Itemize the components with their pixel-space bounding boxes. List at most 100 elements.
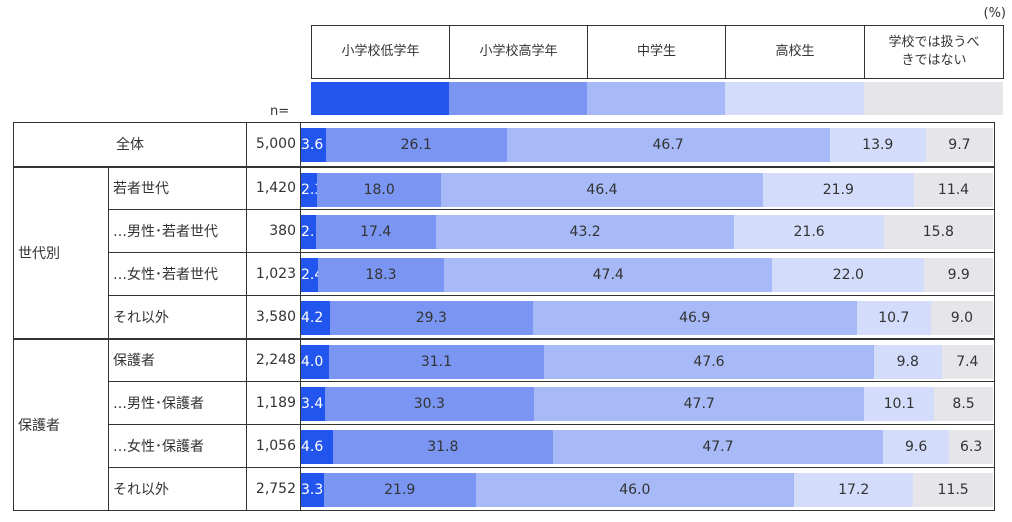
data-label: 43.2 xyxy=(569,224,601,240)
data-label: 4.2 xyxy=(301,310,324,326)
data-label: 18.3 xyxy=(365,267,397,283)
bar-segment-3: 9.6 xyxy=(882,430,950,464)
stacked-bar: 3.6 26.1 46.7 13.9 9.7 xyxy=(301,128,993,162)
bar-segment-2: 46.9 xyxy=(532,301,857,335)
bar-segment-3: 10.7 xyxy=(856,301,931,335)
legend-label-1: 小学校高学年 xyxy=(479,44,558,59)
bar-segment-0: 4.0 xyxy=(301,344,329,379)
legend-item-3: 高校生 xyxy=(725,25,865,79)
data-label: 26.1 xyxy=(400,137,432,153)
bar-segment-4: 9.7 xyxy=(925,128,993,162)
bar-segment-3: 21.6 xyxy=(734,215,884,249)
data-label: 13.9 xyxy=(862,137,894,153)
bar-segment-4: 11.5 xyxy=(913,473,993,507)
bar-cell: 2.1 17.4 43.2 21.6 15.8 xyxy=(300,209,995,253)
bar-segment-3: 9.8 xyxy=(873,344,942,379)
table-row: …女性･若者世代 1,023 2.4 18.3 47.4 22.0 9.9 xyxy=(14,252,995,296)
row-label: …女性･若者世代 xyxy=(108,252,247,296)
stacked-bar: 4.2 29.3 46.9 10.7 9.0 xyxy=(301,301,993,335)
data-label: 21.9 xyxy=(384,482,416,498)
bar-segment-0: 2.3 xyxy=(301,172,323,207)
data-label: 46.9 xyxy=(679,310,711,326)
data-label: 17.2 xyxy=(838,482,870,498)
data-label: 3.4 xyxy=(301,396,324,412)
bar-segment-2: 46.7 xyxy=(506,128,830,162)
legend-label-3: 高校生 xyxy=(775,44,815,59)
bar-segment-2: 46.4 xyxy=(441,172,763,207)
bar-segment-1: 30.3 xyxy=(324,387,535,421)
bar-segment-2: 47.4 xyxy=(444,258,773,292)
data-label: 9.0 xyxy=(950,310,973,326)
stacked-bar: 3.4 30.3 47.7 10.1 8.5 xyxy=(301,387,993,421)
bar-segment-3: 10.1 xyxy=(864,387,935,421)
bar-segment-1: 31.1 xyxy=(328,344,545,379)
bar-segment-4: 8.5 xyxy=(934,387,993,421)
bar-cell: 3.4 30.3 47.7 10.1 8.5 xyxy=(300,381,995,425)
bar-segment-2: 46.0 xyxy=(475,473,795,507)
data-label: 8.5 xyxy=(952,396,975,412)
bar-cell: 2.4 18.3 47.4 22.0 9.9 xyxy=(300,252,995,296)
data-label: 9.8 xyxy=(896,353,919,370)
bar-segment-3: 13.9 xyxy=(829,128,926,162)
data-label: 46.4 xyxy=(586,181,618,198)
bar-segment-0: 2.4 xyxy=(301,258,323,292)
stacked-bar: 2.1 17.4 43.2 21.6 15.8 xyxy=(301,215,993,249)
bar-cell: 4.6 31.8 47.7 9.6 6.3 xyxy=(300,424,995,468)
n-value: 1,056 xyxy=(246,424,301,468)
table-row: …女性･保護者 1,056 4.6 31.8 47.7 9.6 6.3 xyxy=(14,424,995,468)
data-label: 30.3 xyxy=(413,396,445,412)
bar-segment-4: 11.4 xyxy=(914,172,993,207)
legend-item-2: 中学生 xyxy=(587,25,726,79)
bar-segment-2: 47.7 xyxy=(534,387,865,421)
data-label: 46.7 xyxy=(652,137,684,153)
bar-segment-3: 17.2 xyxy=(794,473,914,507)
table-row: …男性･若者世代 380 2.1 17.4 43.2 21.6 15.8 xyxy=(14,209,995,253)
data-label: 21.9 xyxy=(822,181,854,198)
bar-segment-1: 18.0 xyxy=(316,172,442,207)
data-label: 46.0 xyxy=(619,482,651,498)
n-header: n= xyxy=(270,104,290,119)
legend-swatch-0 xyxy=(311,82,449,115)
bar-segment-4: 6.3 xyxy=(949,430,993,464)
row-label: …男性･保護者 xyxy=(108,381,247,425)
n-value: 1,023 xyxy=(246,252,301,296)
data-label: 17.4 xyxy=(360,224,392,240)
row-label: 若者世代 xyxy=(108,165,247,210)
bar-segment-0: 3.4 xyxy=(301,387,325,421)
data-label: 18.0 xyxy=(363,181,395,198)
group-label: 世代別 xyxy=(13,165,109,339)
legend-item-4: 学校では扱うべきではない xyxy=(864,25,1004,79)
data-label: 11.4 xyxy=(937,181,970,198)
legend-swatch-1 xyxy=(449,82,587,115)
group-label: 保護者 xyxy=(13,337,109,511)
table-row: …男性･保護者 1,189 3.4 30.3 47.7 10.1 8.5 xyxy=(14,381,995,425)
bar-segment-4: 7.4 xyxy=(941,344,993,379)
bar-segment-3: 22.0 xyxy=(772,258,925,292)
data-label: 47.7 xyxy=(683,396,715,412)
stacked-bar: 3.3 21.9 46.0 17.2 11.5 xyxy=(301,473,993,507)
n-value: 1,420 xyxy=(246,165,301,210)
bar-segment-0: 4.6 xyxy=(301,430,333,464)
n-value: 1,189 xyxy=(246,381,301,425)
bar-cell: 3.6 26.1 46.7 13.9 9.7 xyxy=(300,122,995,167)
bar-segment-4: 9.0 xyxy=(930,301,993,335)
row-label: 保護者 xyxy=(108,337,247,382)
n-value: 5,000 xyxy=(246,122,301,167)
data-label: 3.3 xyxy=(301,482,324,498)
n-value: 3,580 xyxy=(246,295,301,339)
table-row: 保護者 保護者 2,248 4.0 31.1 47.6 9.8 7.4 xyxy=(13,337,995,511)
data-label: 15.8 xyxy=(922,224,954,240)
legend-item-0: 小学校低学年 xyxy=(311,25,450,79)
data-label: 6.3 xyxy=(960,439,983,455)
bar-segment-3: 21.9 xyxy=(762,172,915,207)
n-value: 2,248 xyxy=(246,337,301,382)
bar-cell: 3.3 21.9 46.0 17.2 11.5 xyxy=(300,467,995,511)
table-row: それ以外 3,580 4.2 29.3 46.9 10.7 9.0 xyxy=(14,295,995,339)
unit-label: (%) xyxy=(983,6,1007,21)
bar-segment-1: 29.3 xyxy=(330,301,533,335)
row-label: それ以外 xyxy=(108,295,247,339)
stacked-bar: 2.4 18.3 47.4 22.0 9.9 xyxy=(301,258,993,292)
bar-segment-4: 9.9 xyxy=(924,258,993,292)
bar-segment-0: 3.6 xyxy=(301,128,326,162)
n-value: 2,752 xyxy=(246,467,301,511)
